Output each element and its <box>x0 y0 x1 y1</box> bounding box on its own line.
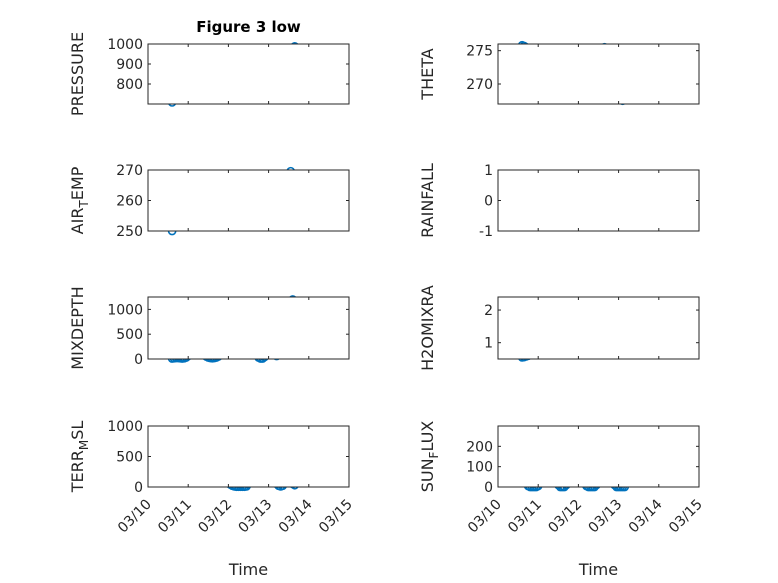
axes-frame <box>497 43 700 105</box>
axes-frame <box>147 296 350 360</box>
subplot-2: 270 275 THETA <box>418 40 700 106</box>
y-tick-label: 800 <box>116 77 143 93</box>
x-tick-label: 03/11 <box>505 497 545 537</box>
y-tick-label: 275 <box>466 44 493 60</box>
y-axis-label: TERRMSL <box>68 421 91 494</box>
y-tick-label: 0 <box>484 480 493 496</box>
x-tick-label: 03/12 <box>195 497 235 537</box>
subplot-7: 0 500 1000 03/10 03/11 03/12 03/13 03/14 03/15 Ti… <box>68 419 356 579</box>
x-tick-label: 03/10 <box>465 497 505 537</box>
y-tick-label: 270 <box>116 163 143 179</box>
y-tick-label: 270 <box>466 77 493 93</box>
x-axis-label: Time <box>228 560 268 579</box>
x-tick-label: 03/13 <box>586 497 626 537</box>
axes-frame <box>497 169 700 232</box>
y-tick-label: 250 <box>116 224 143 240</box>
y-tick-label: 200 <box>466 439 493 455</box>
y-axis-label: AIRTEMP <box>68 166 91 234</box>
y-tick-label: 1000 <box>107 302 143 318</box>
subplot-8: 0 100 200 03/10 03/11 03/12 03/13 03/14 03/15 Tim… <box>418 421 706 579</box>
subplot-1: 800 900 1000 PRESSURE Figure 3 low <box>68 18 350 116</box>
y-tick-label: 1 <box>484 163 493 179</box>
y-axis-label: THETA <box>418 48 437 100</box>
x-tick-label: 03/12 <box>545 497 585 537</box>
y-tick-label: 0 <box>484 194 493 210</box>
axes-frame <box>497 296 700 360</box>
x-tick-label: 03/14 <box>276 496 316 536</box>
subplot-5: 0 500 1000 MIXDEPTH <box>68 286 350 370</box>
subplot-3: 250 260 270 AIRTEMP <box>68 163 350 240</box>
y-tick-label: 100 <box>466 460 493 476</box>
x-tick-label: 03/15 <box>666 497 706 537</box>
y-tick-label: 260 <box>116 194 143 210</box>
y-tick-label: 1 <box>484 336 493 352</box>
x-axis-label: Time <box>578 560 618 579</box>
axes-frame <box>147 425 350 488</box>
y-tick-label: -1 <box>479 224 493 240</box>
y-axis-label: H2OMIXRA <box>418 285 437 371</box>
x-tick-label: 03/13 <box>236 497 276 537</box>
y-axis-label: MIXDEPTH <box>68 286 87 369</box>
x-tick-label: 03/10 <box>115 497 155 537</box>
y-axis-label: RAINFALL <box>418 163 437 238</box>
y-tick-label: 2 <box>484 303 493 319</box>
y-axis-label: SUNFLUX <box>418 421 441 493</box>
y-tick-label: 1000 <box>107 419 143 435</box>
subplot-6: 1 2 H2OMIXRA <box>418 285 700 371</box>
x-tick-label: 03/14 <box>626 496 666 536</box>
axes-frame <box>147 43 350 105</box>
y-tick-label: 0 <box>134 352 143 368</box>
x-tick-label: 03/11 <box>155 497 195 537</box>
y-tick-label: 1000 <box>107 37 143 53</box>
y-tick-label: 500 <box>116 327 143 343</box>
chart-title: Figure 3 low <box>196 18 301 36</box>
y-tick-label: 900 <box>116 57 143 73</box>
subplot-4: -1 0 1 RAINFALL <box>418 163 700 240</box>
y-tick-label: 0 <box>134 480 143 496</box>
x-tick-label: 03/15 <box>316 497 356 537</box>
y-axis-label: PRESSURE <box>68 32 87 116</box>
axes-frame <box>147 169 350 232</box>
axes-frame <box>497 425 700 488</box>
y-tick-label: 500 <box>116 450 143 466</box>
